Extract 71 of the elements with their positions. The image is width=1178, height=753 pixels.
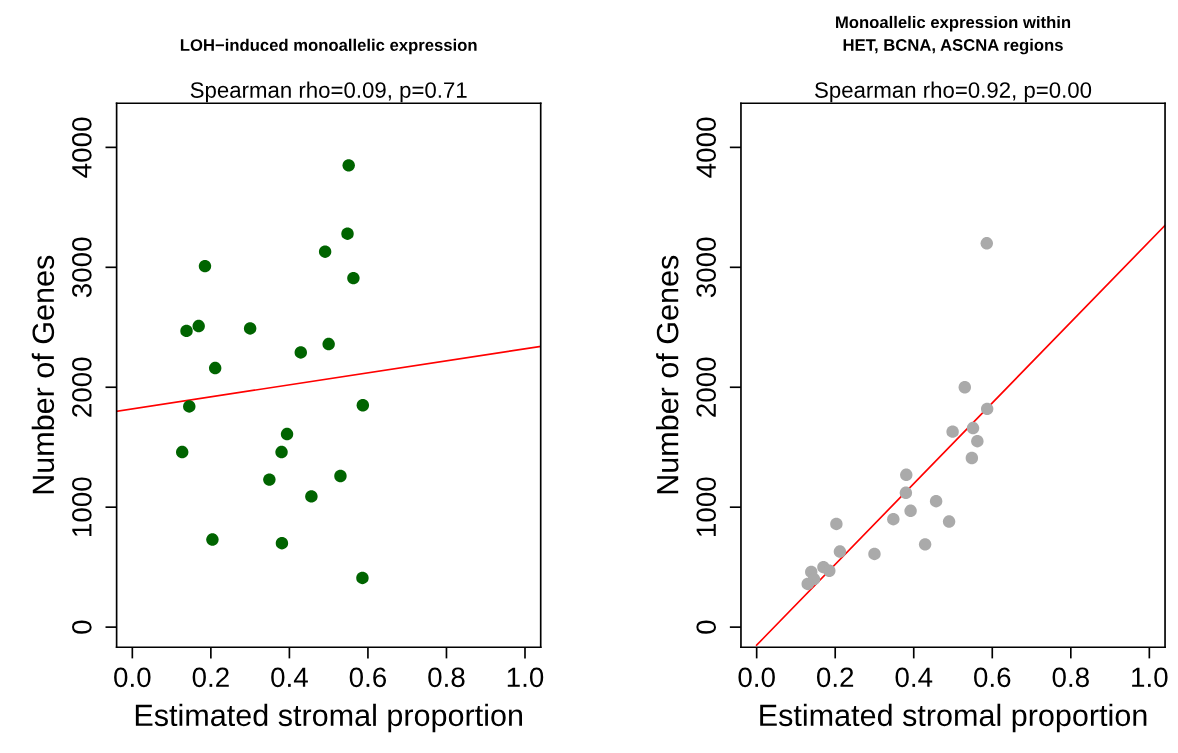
y-tick-label: 1000 (696, 477, 717, 536)
point (180, 324, 193, 338)
point (183, 400, 196, 413)
point (175, 445, 189, 459)
point (899, 486, 913, 500)
point (946, 425, 959, 438)
point (206, 533, 219, 546)
point (971, 435, 984, 448)
point (980, 237, 993, 250)
point (830, 517, 843, 531)
point (900, 468, 913, 482)
x-tick-label: 0.4 (895, 667, 933, 688)
y-tick-label: 0 (696, 620, 717, 634)
chart-subtitle: Spearman rho=0.92, p=0.00 (815, 81, 1092, 103)
point (243, 322, 257, 335)
y-tick-label: 0 (72, 620, 92, 634)
point (334, 469, 347, 483)
point (341, 227, 354, 240)
x-tick-label: 1.0 (507, 667, 544, 688)
point (356, 571, 369, 585)
point (356, 399, 370, 412)
point (966, 421, 980, 435)
x-tick-label: 0.4 (271, 667, 308, 688)
point (904, 504, 917, 517)
x-tick-label: 0.2 (192, 667, 229, 688)
point (275, 445, 288, 459)
y-axis-title: Number of Genes (31, 255, 55, 494)
point (823, 564, 836, 577)
point (263, 473, 276, 486)
point (887, 512, 900, 526)
x-tick-label: 0.6 (974, 667, 1011, 688)
point (980, 402, 994, 416)
point (929, 494, 943, 508)
x-tick-label: 0.6 (349, 667, 387, 688)
x-axis-title: Estimated stromal proportion (135, 703, 522, 733)
point (322, 337, 335, 351)
y-tick-label: 2000 (696, 357, 717, 417)
x-axis-title: Estimated stromal proportion (760, 703, 1147, 733)
point (318, 245, 332, 258)
x-tick-label: 0.0 (738, 667, 775, 688)
x-tick-label: 0.8 (1052, 667, 1089, 688)
point (275, 536, 289, 550)
point (342, 159, 355, 172)
y-tick-label: 3000 (72, 237, 92, 298)
chart-title: Monoallelic expression within HET, BCNA, ASCNA regions (836, 15, 1071, 55)
chart-subtitle: Spearman rho=0.09, p=0.71 (190, 81, 467, 103)
point (868, 547, 881, 561)
chart-title: LOH−induced monoallelic expression (180, 38, 477, 55)
point (280, 427, 294, 441)
y-tick-label: 2000 (72, 357, 92, 417)
y-tick-label: 4000 (696, 117, 717, 178)
point (918, 538, 932, 551)
point (294, 346, 307, 359)
point (208, 361, 222, 375)
x-tick-label: 0.0 (114, 667, 151, 688)
point (198, 259, 212, 273)
x-tick-label: 0.8 (428, 667, 465, 688)
x-tick-label: 1.0 (1132, 667, 1168, 688)
point (958, 381, 971, 394)
point (801, 577, 814, 591)
y-tick-label: 1000 (72, 477, 92, 536)
point (192, 319, 205, 333)
point (833, 545, 847, 558)
point (942, 515, 956, 528)
y-axis-title: Number of Genes (656, 255, 679, 494)
point (965, 451, 979, 465)
x-tick-label: 0.2 (816, 667, 854, 688)
point (347, 271, 360, 285)
point (305, 490, 318, 503)
y-tick-label: 4000 (72, 117, 92, 178)
y-tick-label: 3000 (696, 237, 717, 298)
